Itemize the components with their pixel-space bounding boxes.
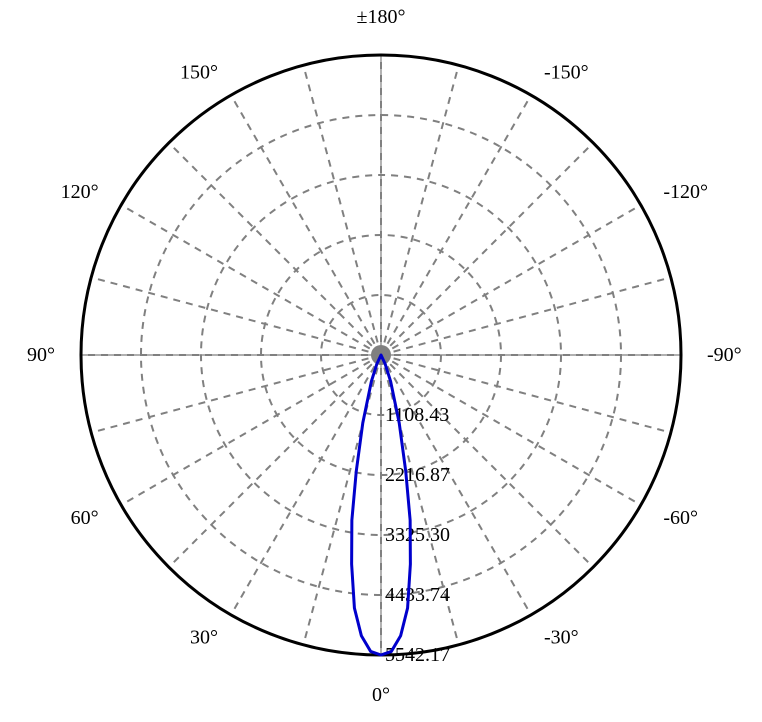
angle-label: -30° bbox=[544, 626, 579, 648]
angle-label: 150° bbox=[180, 62, 218, 84]
angular-grid-spoke bbox=[303, 65, 381, 355]
radial-label: 2216.87 bbox=[385, 464, 450, 486]
angle-label: -120° bbox=[663, 181, 708, 203]
angular-grid-spoke bbox=[381, 277, 671, 355]
angle-label: 90° bbox=[27, 344, 55, 366]
radial-label: 3325.30 bbox=[385, 524, 450, 546]
angle-label: 30° bbox=[190, 626, 218, 648]
angular-grid-spoke bbox=[231, 355, 381, 615]
angle-label: 0° bbox=[372, 684, 390, 706]
angular-grid-spoke bbox=[381, 95, 531, 355]
polar-chart: ±180° -150° -120° -90° -60° -30° 0° 30° 60° 90° 12… bbox=[0, 0, 762, 722]
radial-label: 4433.74 bbox=[385, 584, 450, 606]
angular-grid-spoke bbox=[91, 355, 381, 433]
polar-chart-svg: ±180° -150° -120° -90° -60° -30° 0° 30° 60° 90° 12… bbox=[0, 0, 762, 722]
angle-label: -90° bbox=[707, 344, 742, 366]
angle-label: 60° bbox=[71, 507, 99, 529]
angle-label: -60° bbox=[663, 507, 698, 529]
angular-grid-spoke bbox=[169, 143, 381, 355]
angular-grid-spoke bbox=[381, 205, 641, 355]
angular-grid-spoke bbox=[121, 355, 381, 505]
angular-grid-spoke bbox=[121, 205, 381, 355]
angle-label: ±180° bbox=[357, 6, 406, 28]
angular-grid-spoke bbox=[231, 95, 381, 355]
angular-grid-spoke bbox=[91, 277, 381, 355]
angular-grid-spoke bbox=[381, 65, 459, 355]
angle-label: -150° bbox=[544, 62, 589, 84]
angular-grid-spoke bbox=[169, 355, 381, 567]
angle-label: 120° bbox=[61, 181, 99, 203]
angular-grid-spoke bbox=[381, 143, 593, 355]
